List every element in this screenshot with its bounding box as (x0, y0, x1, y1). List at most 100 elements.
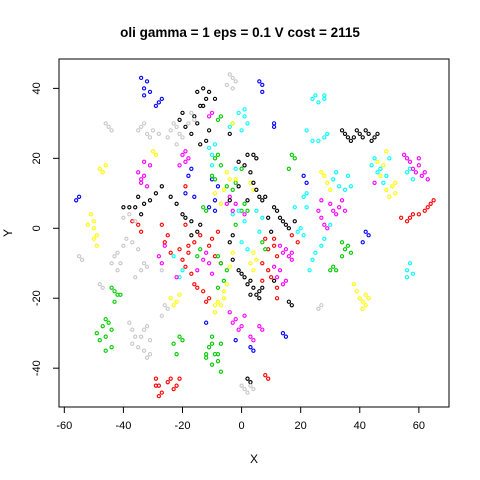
data-point (381, 180, 386, 185)
data-point (416, 212, 422, 217)
data-point (254, 156, 259, 161)
data-point (339, 254, 345, 259)
data-point (239, 166, 244, 171)
data-point (215, 184, 221, 189)
data-point (289, 250, 294, 255)
point-group (136, 110, 430, 343)
data-point (218, 369, 224, 374)
data-point (168, 128, 173, 133)
data-point (209, 362, 215, 367)
data-point (410, 166, 416, 171)
data-point (153, 191, 159, 196)
data-point (162, 240, 167, 245)
data-point (209, 236, 215, 241)
data-point (121, 243, 126, 248)
data-point (138, 75, 144, 81)
data-point (404, 275, 410, 280)
data-point (218, 261, 224, 266)
data-point (203, 355, 209, 360)
data-point (310, 257, 315, 262)
data-point (198, 142, 203, 147)
data-point (224, 282, 229, 287)
data-point (174, 299, 179, 304)
data-point (186, 121, 191, 126)
data-point (292, 156, 297, 161)
data-point (257, 79, 262, 84)
data-point (168, 296, 173, 301)
data-point (130, 341, 135, 346)
data-point (319, 303, 324, 308)
data-point (186, 156, 191, 161)
data-point (230, 250, 235, 255)
data-point (242, 313, 247, 318)
data-point (73, 198, 79, 203)
data-point (189, 131, 194, 137)
data-point (76, 254, 82, 259)
data-point (257, 296, 262, 301)
data-point (192, 282, 197, 287)
data-point (212, 156, 218, 161)
data-point (378, 166, 383, 171)
data-point (136, 345, 141, 350)
data-point (159, 96, 164, 102)
data-point (100, 170, 105, 175)
data-point (136, 247, 141, 252)
data-point (342, 208, 348, 213)
data-point (378, 173, 383, 178)
data-point (198, 233, 203, 238)
data-point (354, 128, 359, 133)
y-axis: -40 -20 0 20 40 (31, 82, 60, 376)
y-tick-label: 40 (31, 82, 43, 94)
data-point (212, 142, 218, 147)
data-point (103, 348, 108, 353)
data-point (245, 198, 250, 203)
data-point (348, 184, 354, 189)
data-point (375, 131, 380, 137)
data-point (159, 313, 164, 318)
data-point (236, 159, 241, 164)
data-point (159, 222, 164, 227)
data-point (212, 310, 218, 315)
data-point (215, 117, 221, 123)
data-point (393, 180, 398, 185)
data-point (245, 282, 250, 287)
point-group (171, 93, 416, 280)
data-point (130, 327, 135, 332)
data-point (177, 376, 182, 381)
data-point (307, 268, 312, 273)
data-point (224, 184, 229, 189)
data-point (372, 180, 377, 185)
data-point (221, 289, 227, 294)
data-point (274, 285, 280, 290)
data-point (351, 135, 357, 140)
data-point (177, 292, 182, 297)
data-point (319, 215, 324, 220)
data-point (94, 331, 99, 336)
data-point (147, 135, 153, 140)
data-point (431, 198, 436, 203)
data-point (286, 299, 292, 304)
data-point (322, 222, 327, 227)
data-point (280, 219, 286, 224)
data-point (333, 268, 339, 273)
data-point (280, 331, 286, 336)
data-point (301, 194, 306, 199)
data-point (230, 75, 235, 81)
data-point (112, 289, 117, 294)
data-point (206, 243, 212, 248)
data-point (268, 275, 274, 280)
data-point (263, 236, 268, 241)
data-point (348, 138, 354, 143)
data-point (242, 163, 247, 168)
data-point (94, 233, 99, 238)
data-point (242, 275, 247, 280)
data-point (342, 187, 348, 192)
data-point (363, 292, 368, 297)
data-point (271, 243, 277, 248)
data-point (407, 215, 413, 220)
data-point (147, 198, 153, 203)
plot-frame (58, 58, 450, 408)
data-point (316, 138, 321, 143)
data-point (289, 233, 294, 238)
data-point (156, 131, 162, 137)
